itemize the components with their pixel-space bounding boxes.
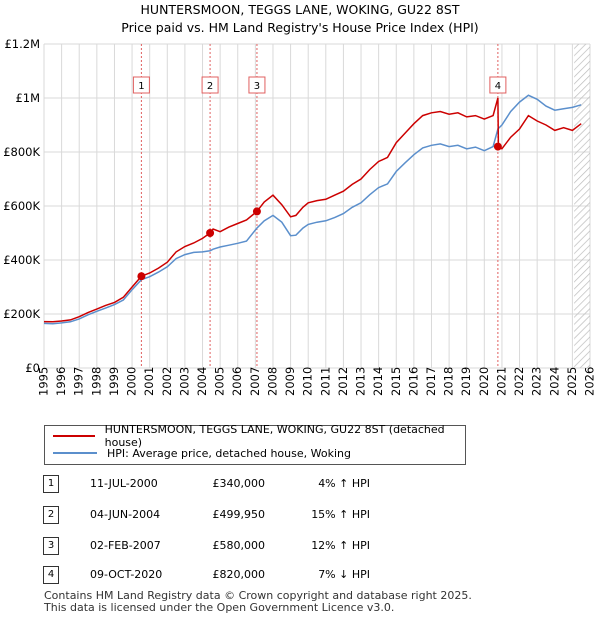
marker-label: 1 [138,81,144,92]
legend-label-property: HUNTERSMOON, TEGGS LANE, WOKING, GU22 8S… [104,423,445,449]
x-tick-label: 1997 [72,367,86,396]
x-tick-label: 2023 [530,367,544,396]
legend-item-hpi: HPI: Average price, detached house, Woki… [53,445,351,461]
x-tick-label: 2020 [477,367,491,396]
transaction-date: 04-JUN-2004 [90,508,161,521]
y-tick-label: £800K [3,145,40,159]
transaction-price: £820,000 [212,568,266,581]
x-tick-label: 2008 [265,367,279,396]
x-tick-label: 2009 [283,367,297,396]
transaction-date: 11-JUL-2000 [90,477,158,490]
x-tick-label: 2002 [160,367,174,396]
footer-line-1: Contains HM Land Registry data © Crown c… [44,589,472,602]
marker-label: 4 [495,81,501,92]
x-tick-label: 1995 [37,367,51,396]
transaction-hpi-diff: 15% ↑ HPI [311,508,370,521]
x-tick-label: 2026 [583,367,597,396]
x-tick-label: 2013 [354,367,368,396]
transaction-row: 4 09-OCT-2020 £820,000 7% ↓ HPI [0,566,600,586]
transaction-row: 2 04-JUN-2004 £499,950 15% ↑ HPI [0,506,600,526]
x-tick-label: 2007 [248,367,262,396]
transaction-number: 1 [43,475,59,493]
sale-point [493,142,502,151]
footer-attribution: Contains HM Land Registry data © Crown c… [44,590,472,614]
transaction-number: 3 [43,537,59,555]
transaction-date: 02-FEB-2007 [90,539,161,552]
x-tick-label: 2010 [301,367,315,396]
x-tick-label: 2014 [371,367,385,396]
x-tick-label: 2024 [547,367,561,396]
x-tick-label: 1999 [107,367,121,396]
legend-swatch-property [53,435,95,437]
legend-swatch-hpi [53,452,97,454]
transaction-hpi-diff: 12% ↑ HPI [311,539,370,552]
marker-label: 2 [207,81,213,92]
marker-box [132,76,150,94]
x-tick-label: 2016 [406,367,420,396]
transaction-date: 09-OCT-2020 [90,568,163,581]
sale-point [206,229,215,238]
x-tick-label: 2001 [142,367,156,396]
x-tick-label: 2019 [459,367,473,396]
transaction-row: 1 11-JUL-2000 £340,000 4% ↑ HPI [0,475,600,495]
chart-legend: HUNTERSMOON, TEGGS LANE, WOKING, GU22 8S… [44,423,466,465]
y-tick-label: £600K [3,199,40,213]
y-tick-label: £1M [15,91,40,105]
x-tick-label: 2005 [213,367,227,396]
transaction-price: £580,000 [212,539,266,552]
transaction-hpi-diff: 4% ↑ HPI [318,477,370,490]
x-tick-label: 2025 [565,367,579,396]
marker-label: 3 [254,81,260,92]
x-tick-label: 2022 [512,367,526,396]
x-tick-label: 1998 [89,367,103,396]
x-tick-label: 2011 [318,367,332,396]
x-tick-label: 2000 [125,367,139,396]
x-tick-label: 2003 [177,367,191,396]
y-tick-label: £0 [25,361,40,375]
x-tick-label: 2015 [389,367,403,396]
transaction-price: £340,000 [212,477,266,490]
x-tick-label: 2017 [424,367,438,396]
transaction-number: 4 [43,566,59,584]
sale-point [252,207,261,216]
legend-label-hpi: HPI: Average price, detached house, Woki… [107,446,351,460]
hpi-line [43,94,582,325]
x-tick-label: 2006 [230,367,244,396]
x-tick-label: 2021 [494,367,508,396]
y-tick-label: £200K [3,307,40,321]
chart-title: HUNTERSMOON, TEGGS LANE, WOKING, GU22 8S… [140,2,460,17]
y-tick-label: £400K [3,253,40,267]
marker-box [248,76,266,94]
chart-subtitle: Price paid vs. HM Land Registry's House … [121,20,479,35]
x-tick-label: 2004 [195,367,209,396]
transaction-row: 3 02-FEB-2007 £580,000 12% ↑ HPI [0,537,600,557]
forecast-region [574,44,590,368]
y-tick-label: £1.2M [4,37,40,51]
transaction-price: £499,950 [212,508,266,521]
transaction-number: 2 [43,506,59,524]
x-tick-label: 2012 [336,367,350,396]
legend-item-property: HUNTERSMOON, TEGGS LANE, WOKING, GU22 8S… [53,423,465,449]
transaction-hpi-diff: 7% ↓ HPI [318,568,370,581]
marker-box [489,76,507,94]
x-tick-label: 2018 [442,367,456,396]
x-tick-label: 1996 [54,367,68,396]
sale-point [137,272,146,281]
marker-box [201,76,219,94]
footer-line-2: This data is licensed under the Open Gov… [44,601,395,614]
